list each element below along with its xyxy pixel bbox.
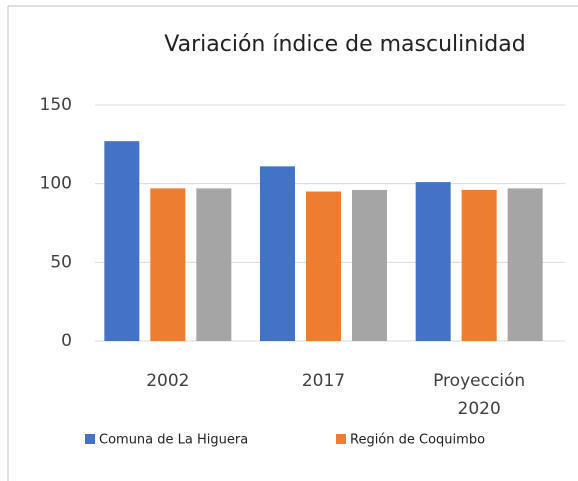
chart-title: Variación índice de masculinidad xyxy=(164,32,525,57)
y-tick-label: 0 xyxy=(61,331,72,351)
x-tick-label: 2002 xyxy=(146,371,189,391)
x-tick-label: 2017 xyxy=(302,371,345,391)
bar xyxy=(196,188,232,341)
legend-label: Comuna de La Higuera xyxy=(99,433,248,448)
legend-swatch xyxy=(336,434,346,444)
bar xyxy=(461,189,497,341)
y-tick-label: 150 xyxy=(40,95,72,115)
bar xyxy=(260,166,295,341)
bar xyxy=(150,188,186,341)
y-tick-label: 50 xyxy=(50,252,72,272)
y-tick-label: 100 xyxy=(40,174,72,194)
bar xyxy=(306,191,341,341)
bar xyxy=(104,141,140,341)
legend-swatch xyxy=(85,434,95,444)
x-tick-label: Proyección 2020 xyxy=(433,371,525,419)
legend-label: Región de Coquimbo xyxy=(350,433,485,448)
bar xyxy=(415,182,451,341)
bar xyxy=(507,188,543,341)
bar xyxy=(352,189,387,341)
